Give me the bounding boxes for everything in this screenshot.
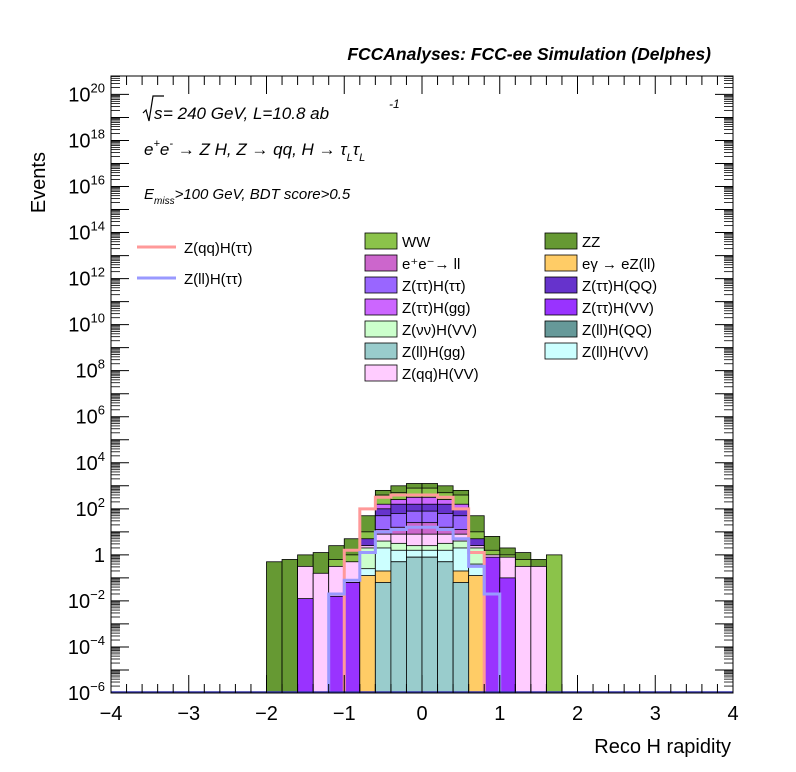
bar-z-ll-h-gg--9 [406, 556, 423, 694]
y-tick-label: 1018 [68, 126, 105, 152]
y-tick-label: 1010 [68, 311, 105, 337]
y-axis-label: Events [28, 152, 50, 213]
x-axis-label: Reco H rapidity [594, 736, 731, 758]
bar-z-ll-h-gg--8 [390, 561, 407, 694]
process-line: e+e- → Z H, Z → qq, H → τLτL [144, 138, 365, 164]
legend-bg-swatch [364, 364, 398, 382]
bar-z-ll-h-gg--7 [374, 582, 392, 694]
energy-s: s [154, 104, 163, 123]
cut-line: Emiss>100 GeV, BDT score>0.5 [144, 186, 351, 207]
x-tick-label: 4 [727, 703, 738, 725]
bar-z-ll-h-gg--12 [452, 582, 470, 694]
bar-e-ez-ll--6 [359, 575, 376, 694]
y-tick-label: 10−6 [68, 679, 105, 705]
legend-bg-swatch [364, 320, 398, 338]
signal-line-0 [342, 493, 486, 693]
legend-bg-swatch [544, 320, 578, 338]
bar-z-qq-h-vv--16 [514, 565, 532, 694]
axis-ticks [110, 76, 734, 694]
bar-ww-18 [546, 554, 563, 694]
legend-bg-swatch [364, 342, 398, 360]
legend-bg-label: Z(ll)H(QQ) [582, 322, 652, 339]
process-e1-sup: + [153, 138, 160, 150]
bar-z-qq-h-vv--17 [530, 565, 547, 694]
legend-bg-swatch [364, 298, 398, 316]
bar-z-qq-h-vv--3 [312, 572, 330, 694]
y-tick-label: 102 [76, 495, 105, 521]
legend-signal-label: Z(ll)H(ττ) [184, 271, 243, 288]
x-tick-label: 3 [650, 703, 661, 725]
legend-bg-swatch [544, 254, 578, 272]
signal-line-1 [327, 525, 502, 693]
legend-bg-label: Z(ll)H(VV) [582, 344, 649, 361]
process-rest: → Z H, Z → qq, H → τ [173, 140, 348, 159]
y-tick-label: 1014 [68, 219, 105, 245]
y-tick-label: 104 [76, 449, 105, 475]
x-tick-label: 0 [416, 703, 427, 725]
x-tick-label: 2 [572, 703, 583, 725]
legend-bg-label: ZZ [582, 234, 600, 251]
bar-zz-1 [281, 559, 298, 694]
process-tau2: τ [353, 140, 361, 159]
process-sub1: L [347, 152, 353, 164]
x-tick-label: −4 [100, 703, 123, 725]
legend-bg-label: e⁺e⁻→ ll [402, 256, 460, 273]
process-e2: e [160, 140, 169, 159]
bar-z-ll-h-gg--10 [421, 556, 438, 694]
legend: Z(qq)H(ττ) Z(ll)H(ττ) WW ZZ e⁺e⁻→ ll eγ → eZ(… [137, 232, 657, 383]
bar-z-h-vv--15 [499, 577, 516, 694]
legend-bg-swatch [544, 232, 578, 250]
process-sub2: L [359, 152, 365, 164]
sqrt-icon [142, 95, 164, 122]
bar-z-h-vv--4 [328, 595, 345, 694]
axis-tick-labels: −4 −3 −2 −1 0 1 2 3 4 10−6 10−4 10−2 1 102 104 106 108 10… [68, 80, 739, 725]
x-tick-label: −1 [333, 703, 356, 725]
bar-z-h-vv--5 [343, 582, 361, 694]
legend-bg-swatch [364, 232, 398, 250]
cut-label: Emiss>100 GeV, BDT score>0.5 [144, 186, 351, 207]
energy-lumi-label: s = 240 GeV, L=10.8 ab -1 [142, 95, 400, 123]
legend-bg-swatch [364, 276, 398, 294]
y-tick-label: 1016 [68, 173, 105, 199]
process-e1: e [144, 140, 153, 159]
cut-e: E [144, 186, 155, 203]
bar-e-ez-ll--13 [468, 575, 485, 694]
legend-bg-label: Z(ττ)H(gg) [402, 300, 471, 317]
lumi-exponent: -1 [389, 97, 400, 111]
chart-title: FCCAnalyses: FCC-ee Simulation (Delphes) [347, 44, 711, 64]
legend-bg-label: Z(νν)H(VV) [402, 322, 477, 339]
legend-bg-label: Z(ll)H(gg) [402, 344, 465, 361]
x-tick-label: −3 [177, 703, 200, 725]
bar-z-h-vv--2 [297, 598, 314, 694]
y-tick-label: 1020 [68, 80, 105, 106]
legend-bg-swatch [544, 342, 578, 360]
legend-bg-label: Z(ττ)H(ττ) [402, 278, 466, 295]
bar-z-ll-h-gg--11 [437, 561, 454, 694]
bar-z-h-vv--14 [483, 556, 501, 694]
legend-bg-label: WW [402, 234, 431, 251]
legend-bg-swatch [364, 254, 398, 272]
x-tick-label: −2 [255, 703, 278, 725]
cut-rest: >100 GeV, BDT score>0.5 [175, 186, 351, 203]
process-label: e+e- → Z H, Z → qq, H → τLτL [144, 138, 365, 164]
x-tick-label: 1 [494, 703, 505, 725]
legend-bg-label: Z(ττ)H(VV) [582, 300, 654, 317]
process-e2-sup: - [169, 138, 173, 150]
y-tick-label: 108 [76, 357, 105, 383]
y-tick-label: 10−2 [68, 587, 105, 613]
legend-bg-swatch [544, 298, 578, 316]
legend-bg-swatch [544, 276, 578, 294]
legend-bg-label: Z(qq)H(VV) [402, 366, 479, 383]
y-tick-label: 106 [76, 403, 105, 429]
legend-bg-label: eγ → eZ(ll) [582, 256, 655, 273]
y-tick-label: 10−4 [68, 633, 105, 659]
legend-signal-label: Z(qq)H(ττ) [184, 240, 253, 257]
cut-sub: miss [154, 196, 175, 207]
bar-zz-0 [266, 561, 283, 694]
energy-lumi-text: = 240 GeV, L=10.8 ab [163, 104, 329, 123]
y-tick-label: 1 [94, 545, 105, 567]
legend-bg-label: Z(ττ)H(QQ) [582, 278, 657, 295]
y-tick-label: 1012 [68, 265, 105, 291]
